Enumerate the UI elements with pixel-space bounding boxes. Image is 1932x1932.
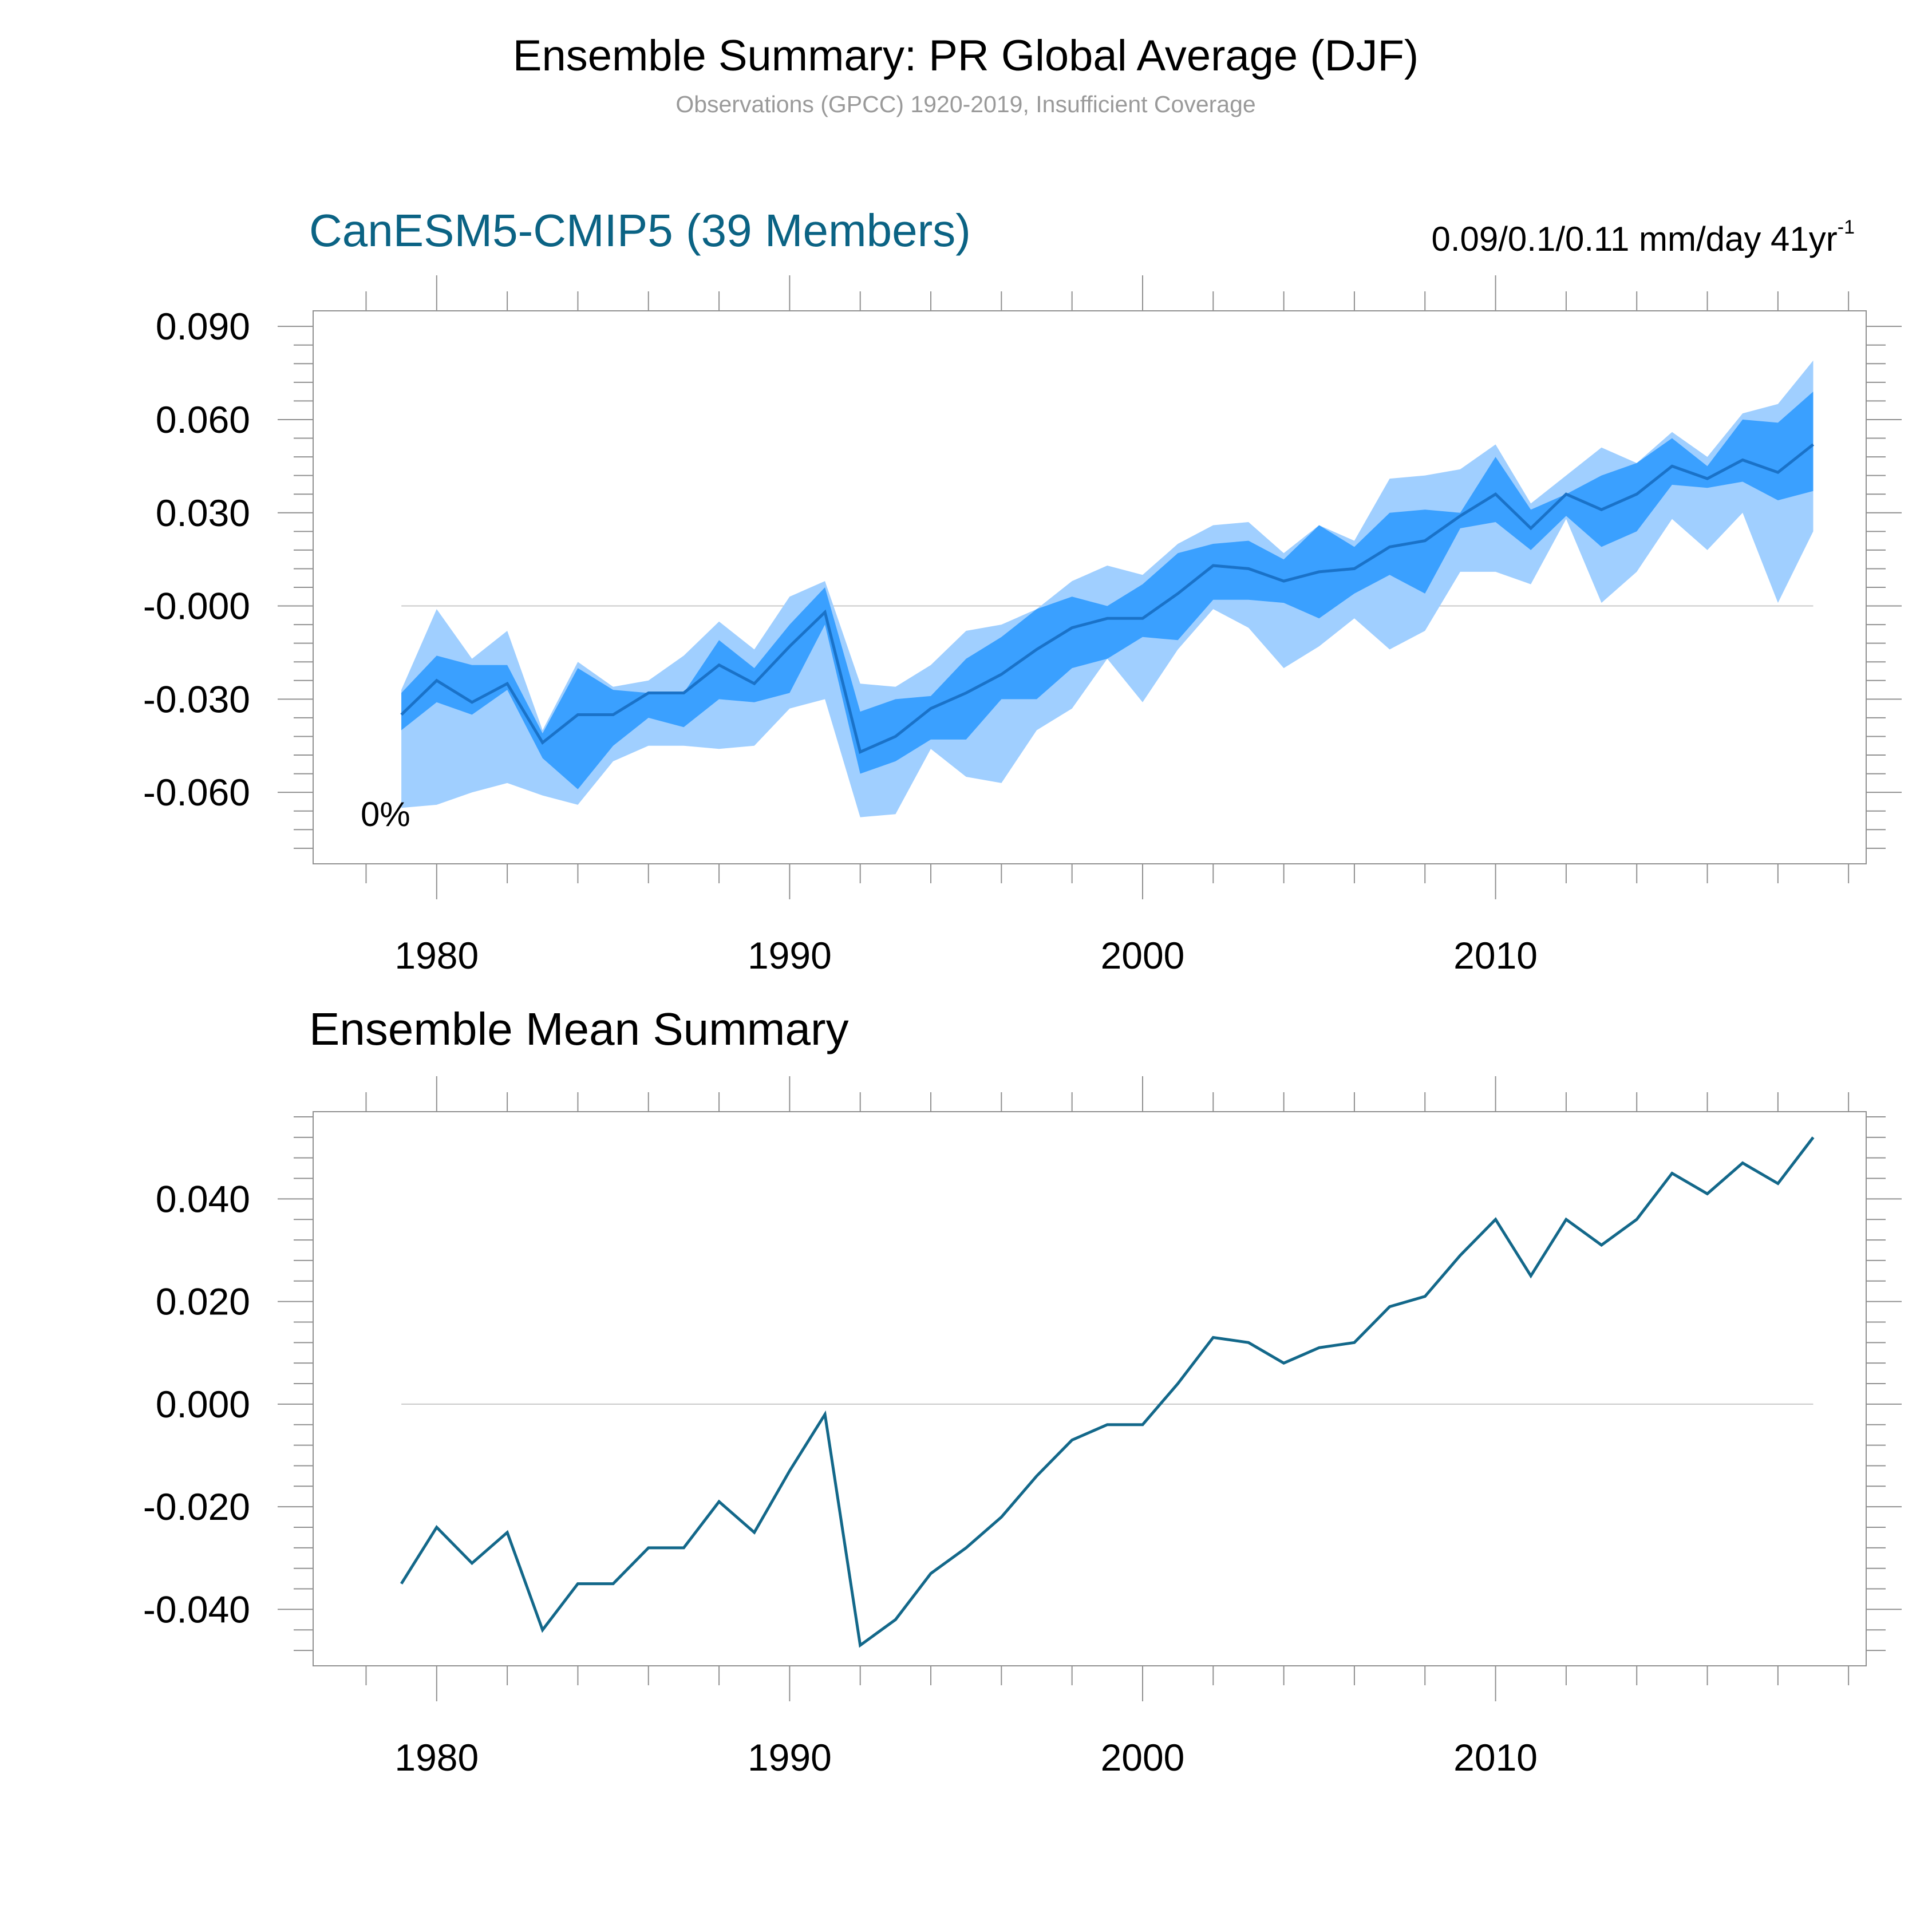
x-tick-label: 2010 [1453,1736,1538,1779]
ensemble-spread-panel: CanESM5-CMIP5 (39 Members) 0.09/0.1/0.11… [143,205,1902,977]
ensemble-mean-panel: Ensemble Mean Summary 1980 1990 2000 2010 -0… [143,1003,1902,1779]
x-tick-label: 2000 [1101,1736,1185,1779]
x-tick-label: 2000 [1101,934,1185,977]
x-tick-label: 1980 [394,1736,479,1779]
trend-annotation-superscript: -1 [1838,216,1855,238]
y-tick-label: -0.020 [143,1485,250,1528]
y-tick-label: 0.060 [156,398,250,441]
y-tick-label: -0.000 [143,585,250,627]
panel-title-model: CanESM5-CMIP5 (39 Members) [309,205,971,256]
x-tick-label: 1990 [748,934,832,977]
y-tick-label: -0.040 [143,1588,250,1630]
panel-title-mean: Ensemble Mean Summary [309,1003,849,1054]
x-tick-label: 1980 [394,934,479,977]
y-tick-label: 0.040 [156,1178,250,1220]
plot-frame [313,1111,1867,1666]
y-tick-label: 0.090 [156,305,250,347]
x-tick-label: 1990 [748,1736,832,1779]
trend-annotation-text: 0.09/0.1/0.11 mm/day 41yr [1431,220,1837,258]
trend-annotation: 0.09/0.1/0.11 mm/day 41yr-1 [1431,216,1855,258]
series-ensemble-mean-line [400,443,1815,754]
y-tick-label: -0.060 [143,771,250,813]
series-inner-band [401,392,1814,789]
x-tick-label: 2010 [1453,934,1538,977]
series-min-max-band [401,360,1814,817]
series-ensemble-mean-line [400,1136,1815,1648]
figure-subtitle: Observations (GPCC) 1920-2019, Insuffici… [675,91,1255,117]
figure-title: Ensemble Summary: PR Global Average (DJF… [513,31,1419,80]
y-tick-label: 0.020 [156,1281,250,1323]
y-tick-label: 0.030 [156,492,250,534]
y-tick-label: -0.030 [143,678,250,720]
bottom-plot-area: 1980 1990 2000 2010 -0.040 -0.020 0.000 0.020 0.… [143,1076,1902,1779]
percent-label: 0% [361,795,410,833]
y-tick-label: 0.000 [156,1383,250,1425]
top-plot-area: 1980 1990 2000 2010 -0.060 -0.030 -0.000 0.030 0… [143,275,1902,977]
